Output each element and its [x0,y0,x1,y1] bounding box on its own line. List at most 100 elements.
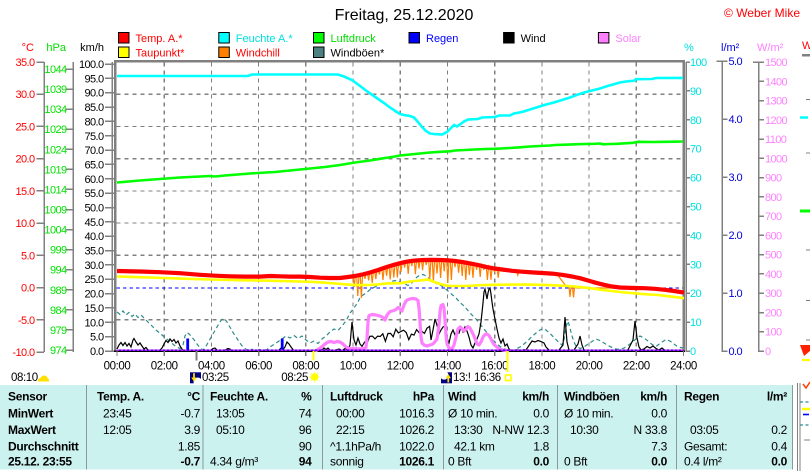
svg-text:55.0: 55.0 [84,188,103,200]
svg-text:1016.3: 1016.3 [399,406,435,420]
svg-text:20: 20 [690,288,702,300]
svg-text:hPa: hPa [46,42,66,54]
svg-text:200: 200 [765,308,782,320]
svg-text:0.0: 0.0 [21,283,35,295]
svg-text:Taupunkt*: Taupunkt* [136,48,186,60]
svg-text:4.34 g/m³: 4.34 g/m³ [210,455,258,469]
svg-text:7.3: 7.3 [651,440,667,454]
svg-text:90.0: 90.0 [84,88,103,100]
svg-text:5.0: 5.0 [729,56,743,68]
svg-text:1.0: 1.0 [729,288,743,300]
svg-text:Ø 10 min.: Ø 10 min. [564,406,613,420]
svg-text:°C: °C [22,42,34,54]
svg-text:70: 70 [690,144,702,156]
svg-text:30: 30 [690,259,702,271]
svg-text:20.0: 20.0 [84,289,103,301]
svg-text:km/h: km/h [640,389,667,403]
svg-text:0.0: 0.0 [533,406,549,420]
svg-text:km/h: km/h [80,42,104,54]
svg-text:0.4 l/m²: 0.4 l/m² [684,455,722,469]
svg-text:974: 974 [50,345,67,357]
svg-text:100: 100 [765,327,782,339]
svg-text:22:15: 22:15 [336,423,365,437]
svg-text:03:25: 03:25 [202,372,229,384]
svg-text:1500: 1500 [765,57,788,69]
svg-text:2.0: 2.0 [729,230,743,242]
svg-text:1400: 1400 [765,76,788,88]
svg-text:70.0: 70.0 [84,145,103,157]
svg-text:1024: 1024 [44,144,67,156]
svg-text:600: 600 [765,230,782,242]
svg-text:12:05: 12:05 [103,423,132,437]
svg-text:1019: 1019 [44,164,67,176]
svg-text:5.0: 5.0 [90,332,104,344]
svg-text:25.12. 23:55: 25.12. 23:55 [8,455,72,469]
svg-text:700: 700 [765,211,782,223]
svg-text:08:10: 08:10 [11,372,38,384]
svg-text:800: 800 [765,192,782,204]
svg-text:3.9: 3.9 [184,423,200,437]
svg-text:Temp. A.: Temp. A. [97,389,144,403]
svg-text:984: 984 [50,305,67,317]
svg-text:1029: 1029 [44,124,67,136]
svg-text:35.0: 35.0 [15,57,34,69]
svg-text:42.1 km: 42.1 km [454,440,495,454]
svg-text:N-NW 12.3: N-NW 12.3 [492,423,549,437]
svg-text:0.2: 0.2 [771,423,787,437]
svg-text:Ø 10 min.: Ø 10 min. [448,406,497,420]
svg-text:50: 50 [690,202,702,214]
svg-text:0.4: 0.4 [771,440,787,454]
svg-text:1014: 1014 [44,184,67,196]
svg-text:1039: 1039 [44,84,67,96]
svg-text:MinWert: MinWert [8,406,53,420]
svg-text:15.0: 15.0 [84,303,103,315]
svg-text:10: 10 [690,317,702,329]
svg-text:75.0: 75.0 [84,131,103,143]
svg-text:60.0: 60.0 [84,174,103,186]
svg-text:300: 300 [765,288,782,300]
svg-text:1004: 1004 [44,225,67,237]
svg-text:Regen: Regen [426,33,458,45]
svg-text:0.0: 0.0 [771,455,787,469]
svg-text:1026.2: 1026.2 [399,423,435,437]
svg-text:08:00: 08:00 [292,361,319,373]
svg-text:Sensor: Sensor [8,389,48,403]
svg-text:Luftdruck: Luftdruck [330,389,383,403]
svg-text:W/m²: W/m² [757,42,784,54]
svg-text:14:00: 14:00 [434,361,461,373]
svg-text:hPa: hPa [413,389,435,403]
svg-text:10:30: 10:30 [570,423,599,437]
svg-text:1300: 1300 [765,96,788,108]
svg-text:22:00: 22:00 [623,361,650,373]
svg-text:400: 400 [765,269,782,281]
svg-text:20:00: 20:00 [576,361,603,373]
svg-text:95.0: 95.0 [84,73,103,85]
svg-text:994: 994 [50,265,67,277]
svg-text:Gesamt:: Gesamt: [684,440,727,454]
svg-text:Durchschnitt: Durchschnitt [8,440,79,454]
svg-text:-10.0: -10.0 [12,347,35,359]
svg-text:0 Bft: 0 Bft [448,455,472,469]
svg-text:1034: 1034 [44,104,67,116]
svg-text:80.0: 80.0 [84,116,103,128]
svg-text:80: 80 [690,115,702,127]
svg-text:999: 999 [50,245,67,257]
svg-text:10.0: 10.0 [15,218,34,230]
svg-text:°C: °C [187,389,200,403]
svg-text:Freitag, 25.12.2020: Freitag, 25.12.2020 [335,7,474,24]
svg-text:500: 500 [765,250,782,262]
svg-text:Feuchte A.: Feuchte A. [210,389,268,403]
svg-text:40.0: 40.0 [84,231,103,243]
svg-text:23:45: 23:45 [103,406,132,420]
svg-text:04:00: 04:00 [198,361,225,373]
svg-text:Temp. A.*: Temp. A.* [136,33,184,45]
svg-text:10:00: 10:00 [340,361,367,373]
svg-text:900: 900 [765,173,782,185]
svg-text:30.0: 30.0 [84,260,103,272]
svg-text:0.0: 0.0 [533,455,549,469]
svg-text:km/h: km/h [522,389,549,403]
svg-text:1026.1: 1026.1 [399,455,435,469]
svg-text:00:00: 00:00 [336,406,365,420]
svg-text:l/m²: l/m² [721,42,740,54]
svg-text:%: % [684,42,694,54]
